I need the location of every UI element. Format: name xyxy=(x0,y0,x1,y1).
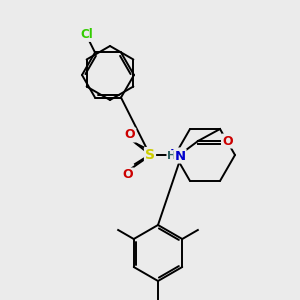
Text: O: O xyxy=(125,128,135,142)
Text: H: H xyxy=(167,151,177,161)
Text: N: N xyxy=(174,149,186,163)
Text: O: O xyxy=(223,134,233,148)
Text: O: O xyxy=(123,169,133,182)
Text: Cl: Cl xyxy=(81,28,93,41)
Text: S: S xyxy=(145,148,155,162)
Text: N: N xyxy=(169,148,181,161)
